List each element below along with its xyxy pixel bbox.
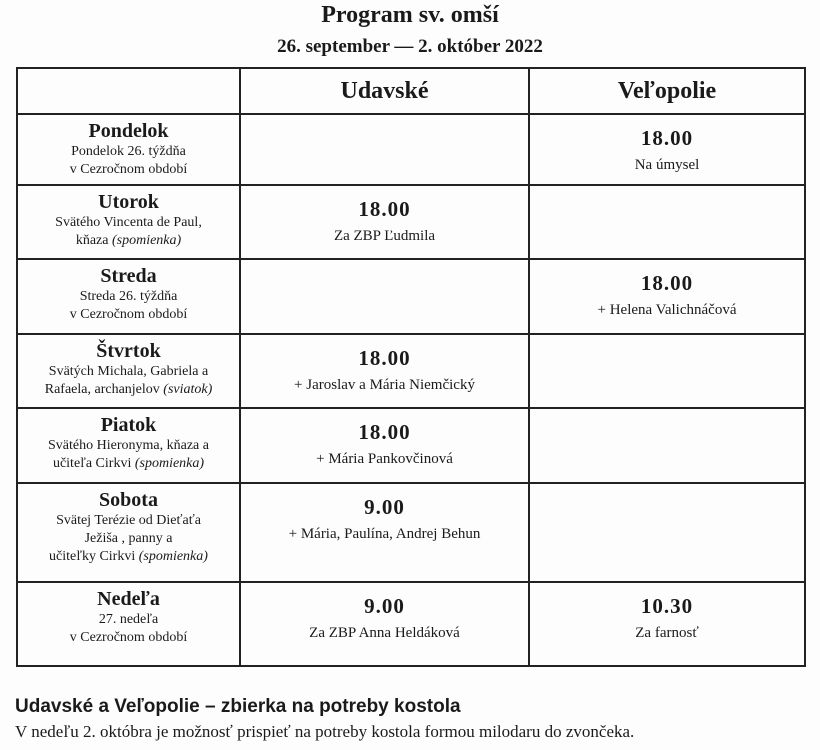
table-row: Nedeľa 27. nedeľa v Cezročnom období 9.00 Za… [16, 581, 806, 667]
footer-text: V nedeľu 2. októbra je možnosť prispieť … [15, 722, 635, 741]
table-row: Piatok Svätého Hieronyma, kňaza a učiteľa … [16, 407, 806, 484]
mass-intention: + Mária Pankovčinová [316, 451, 453, 467]
mass-schedule-table: Udavské Veľopolie Pondelok Pondelok 26. t… [16, 67, 806, 667]
day-description: Svätej Terézie od Dieťaťa [56, 513, 201, 528]
udavske-cell [239, 258, 530, 335]
page-subtitle: 26. september — 2. október 2022 [277, 36, 543, 57]
day-description: v Cezročnom období [69, 162, 188, 177]
mass-intention: + Mária, Paulína, Andrej Behun [288, 526, 481, 542]
table-row: Štvrtok Svätých Michala, Gabriela a Rafael… [16, 333, 806, 409]
mass-intention: + Jaroslav a Mária Niemčický [294, 377, 475, 393]
udavske-cell: 9.00 Za ZBP Anna Heldáková [239, 581, 530, 667]
day-description: Streda 26. týždňa [79, 289, 178, 304]
day-description: učiteľky Cirkvi (spomienka) [49, 549, 208, 564]
header-udavske: Udavské [239, 67, 530, 115]
day-description: v Cezročnom období [69, 630, 188, 645]
velopolie-cell: 10.30 Za farnosť [528, 581, 806, 667]
footer-heading: Udavské a Veľopolie – zbierka na potreby… [15, 696, 461, 717]
mass-time: 18.00 [358, 346, 411, 370]
day-name: Sobota [99, 489, 158, 511]
mass-time: 9.00 [364, 594, 405, 618]
day-description: Pondelok 26. týždňa [71, 144, 186, 159]
mass-intention: Za ZBP Ľudmila [333, 228, 436, 244]
velopolie-cell [528, 184, 806, 260]
day-description: kňaza (spomienka) [75, 233, 182, 248]
day-cell: Štvrtok Svätých Michala, Gabriela a Rafael… [16, 333, 241, 409]
day-name: Piatok [100, 414, 157, 436]
day-cell: Streda Streda 26. týždňa v Cezročnom obdob… [16, 258, 241, 335]
header-velopolie: Veľopolie [528, 67, 806, 115]
udavske-cell: 18.00 Za ZBP Ľudmila [239, 184, 530, 260]
table-row: Utorok Svätého Vincenta de Paul, kňaza (sp… [16, 184, 806, 260]
day-cell: Pondelok Pondelok 26. týždňa v Cezročnom o… [16, 113, 241, 186]
table-row: Sobota Svätej Terézie od Dieťaťa Ježiša , … [16, 482, 806, 583]
day-description: Svätého Hieronyma, kňaza a [48, 438, 209, 453]
mass-intention: + Helena Valichnáčová [597, 302, 737, 318]
day-cell: Sobota Svätej Terézie od Dieťaťa Ježiša , … [16, 482, 241, 583]
day-description: Rafaela, archanjelov (sviatok) [44, 382, 213, 397]
day-name: Nedeľa [97, 588, 160, 610]
day-name: Streda [100, 265, 157, 287]
day-cell: Piatok Svätého Hieronyma, kňaza a učiteľa … [16, 407, 241, 484]
day-name: Štvrtok [96, 340, 161, 362]
table-row: Streda Streda 26. týždňa v Cezročnom obdob… [16, 258, 806, 335]
mass-time: 18.00 [640, 126, 694, 150]
mass-time: 18.00 [640, 271, 694, 295]
day-description: učiteľa Cirkvi (spomienka) [52, 456, 205, 471]
udavske-cell: 18.00 + Jaroslav a Mária Niemčický [239, 333, 530, 409]
velopolie-cell [528, 482, 806, 583]
page-title: Program sv. omší [321, 2, 499, 28]
velopolie-cell [528, 407, 806, 484]
day-cell: Utorok Svätého Vincenta de Paul, kňaza (sp… [16, 184, 241, 260]
day-name: Pondelok [88, 120, 169, 142]
day-description: 27. nedeľa [98, 612, 159, 627]
mass-time: 9.00 [364, 495, 405, 519]
mass-time: 10.30 [640, 594, 694, 618]
day-description: v Cezročnom období [69, 307, 188, 322]
table-row: Pondelok Pondelok 26. týždňa v Cezročnom o… [16, 113, 806, 186]
udavske-cell [239, 113, 530, 186]
velopolie-cell [528, 333, 806, 409]
mass-intention: Za ZBP Anna Heldáková [309, 625, 460, 641]
velopolie-cell: 18.00 + Helena Valichnáčová [528, 258, 806, 335]
mass-time: 18.00 [358, 420, 411, 444]
udavske-cell: 18.00 + Mária Pankovčinová [239, 407, 530, 484]
velopolie-cell: 18.00 Na úmysel [528, 113, 806, 186]
mass-intention: Za farnosť [635, 625, 699, 641]
mass-time: 18.00 [358, 197, 411, 221]
day-cell: Nedeľa 27. nedeľa v Cezročnom období [16, 581, 241, 667]
day-name: Utorok [98, 191, 159, 213]
header-day [16, 67, 241, 115]
day-description: Ježiša , panny a [84, 531, 173, 546]
day-description: Svätých Michala, Gabriela a [48, 364, 209, 379]
udavske-cell: 9.00 + Mária, Paulína, Andrej Behun [239, 482, 530, 583]
day-description: Svätého Vincenta de Paul, [55, 215, 202, 230]
mass-intention: Na úmysel [634, 157, 700, 173]
table-header-row: Udavské Veľopolie [16, 67, 806, 115]
